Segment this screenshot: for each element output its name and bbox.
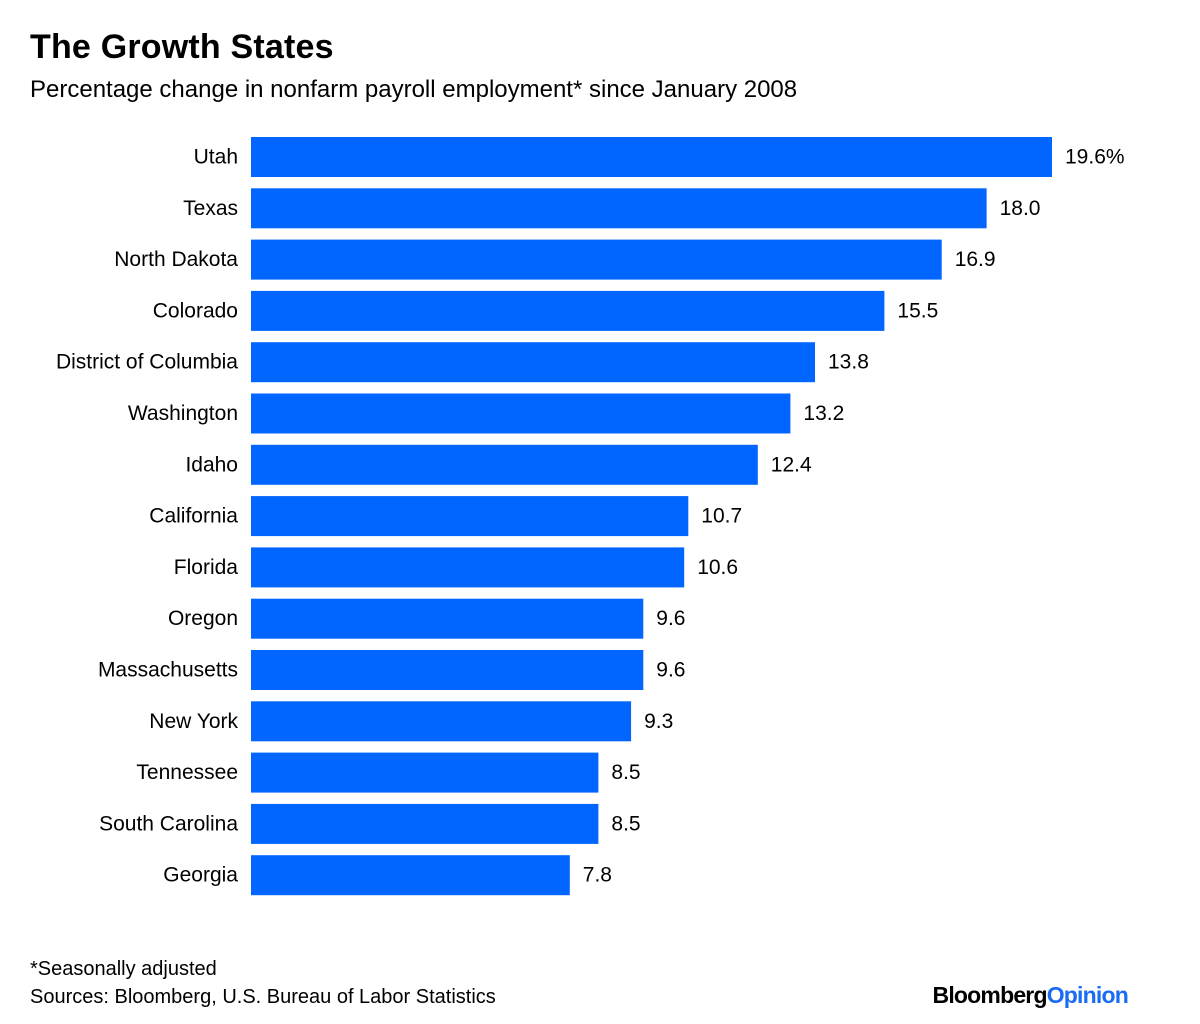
category-label: Texas — [183, 197, 238, 220]
bar — [251, 803, 599, 844]
bar — [251, 547, 685, 588]
bloomberg-opinion-logo: BloombergOpinion — [932, 982, 1129, 1009]
category-label: New York — [149, 710, 238, 733]
chart-subtitle: Percentage change in nonfarm payroll emp… — [30, 76, 798, 103]
bar — [251, 701, 632, 742]
bar — [251, 752, 599, 793]
category-label: Tennessee — [136, 761, 238, 784]
source-note: Sources: Bloomberg, U.S. Bureau of Labor… — [30, 986, 496, 1008]
bar — [251, 393, 791, 434]
category-label: Massachusetts — [98, 659, 238, 682]
category-label: Idaho — [185, 453, 238, 476]
category-label: California — [149, 505, 238, 528]
data-label: 18.0 — [1000, 197, 1041, 220]
data-label: 10.7 — [701, 505, 742, 528]
data-label: 9.6 — [656, 659, 685, 682]
category-label: South Carolina — [99, 812, 238, 835]
data-label: 19.6% — [1065, 146, 1125, 169]
bar — [251, 137, 1052, 177]
bar — [251, 855, 570, 896]
data-label: 7.8 — [583, 864, 612, 887]
category-label: Utah — [194, 146, 238, 169]
data-label: 8.5 — [611, 761, 640, 784]
bar — [251, 598, 644, 639]
data-label: 13.8 — [828, 351, 869, 374]
category-label: North Dakota — [114, 248, 238, 271]
data-label: 8.5 — [611, 812, 640, 835]
category-label: Oregon — [168, 607, 238, 630]
bar — [251, 650, 644, 690]
data-label: 9.3 — [644, 710, 673, 733]
bar-chart: Utah 19.6% Texas 18.0 North Dakota 16.9 Colora… — [56, 137, 1125, 896]
footnote: *Seasonally adjusted — [30, 958, 217, 980]
bar — [251, 444, 758, 485]
bar — [251, 342, 815, 383]
bar — [251, 496, 689, 537]
bar — [251, 290, 885, 331]
logo-section: Opinion — [1046, 982, 1129, 1008]
bar — [251, 188, 987, 229]
data-label: 16.9 — [955, 248, 996, 271]
bar — [251, 239, 942, 280]
category-label: Florida — [174, 556, 239, 579]
data-label: 15.5 — [897, 299, 938, 322]
data-label: 12.4 — [771, 453, 812, 476]
data-label: 9.6 — [656, 607, 685, 630]
category-label: Georgia — [163, 864, 238, 887]
data-label: 10.6 — [697, 556, 738, 579]
data-label: 13.2 — [803, 402, 844, 425]
chart-title: The Growth States — [30, 28, 334, 66]
category-label: Washington — [128, 402, 238, 425]
category-label: District of Columbia — [56, 351, 238, 374]
category-label: Colorado — [153, 299, 238, 322]
logo-brand: Bloomberg — [932, 982, 1048, 1008]
